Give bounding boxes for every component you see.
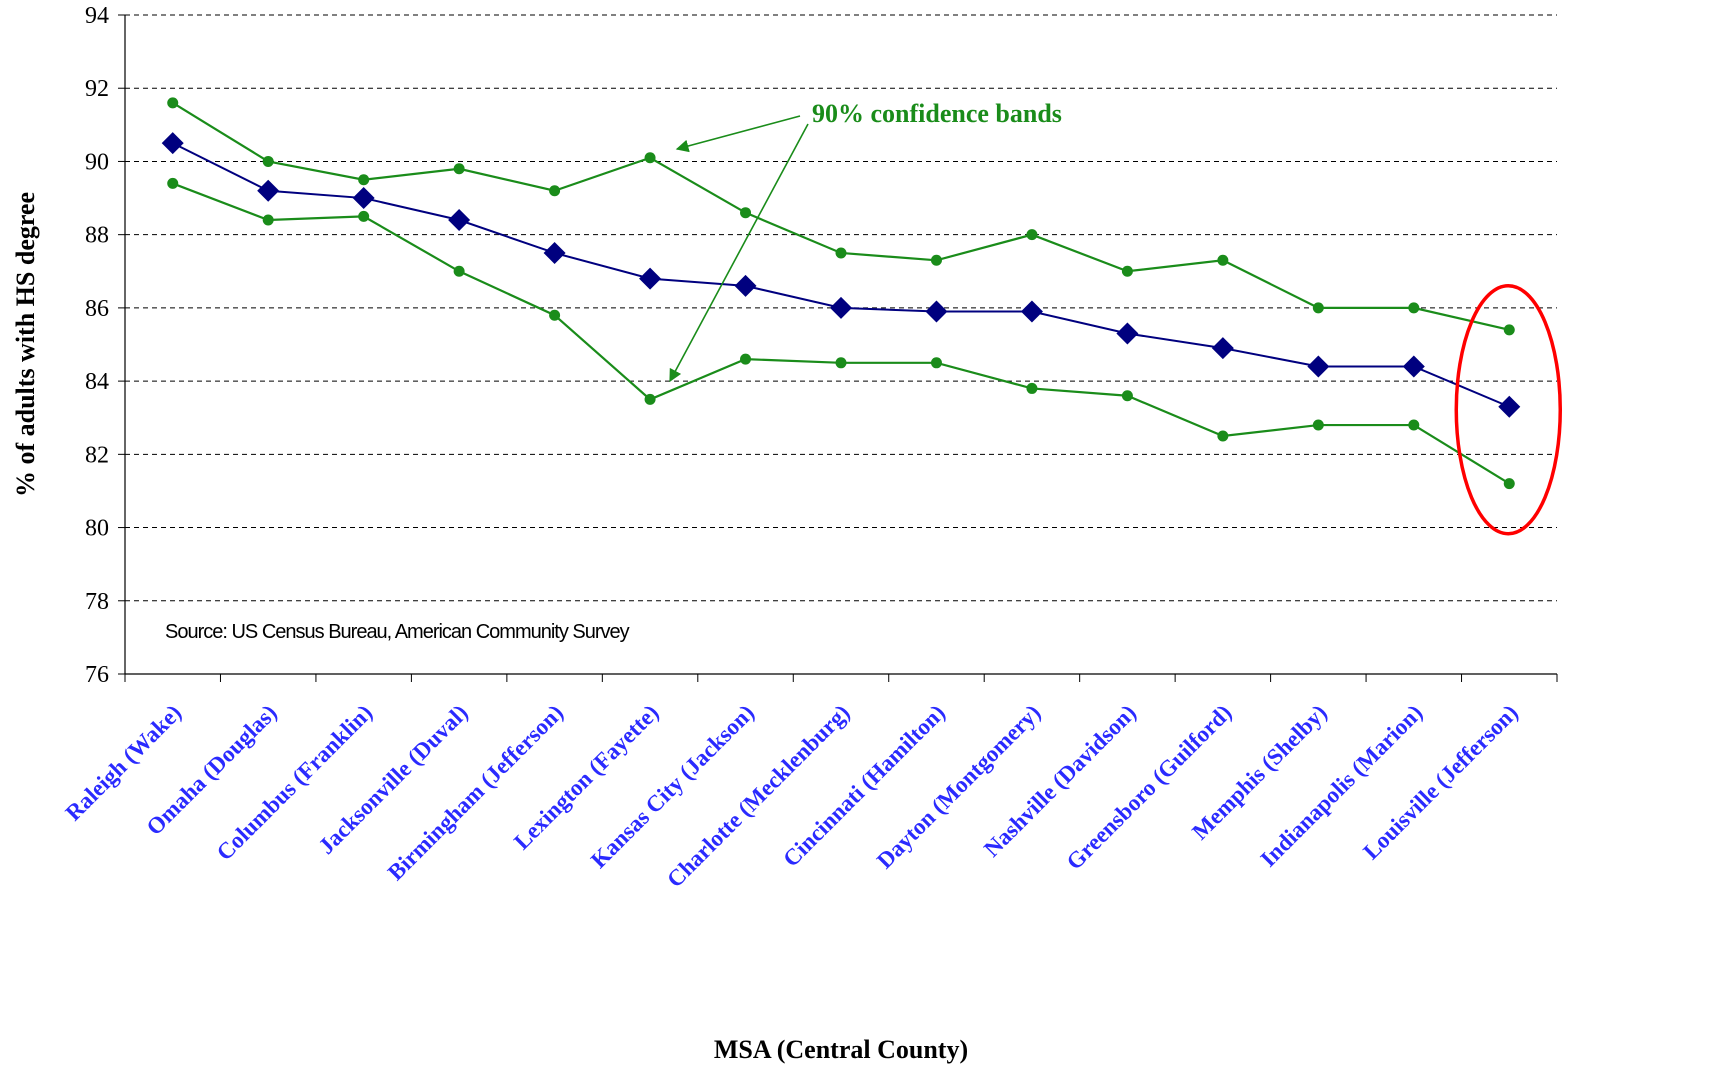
data-point-estimate [734,274,757,297]
x-tick-label: Indianapolis (Marion) [1256,700,1428,872]
annotation-arrow-lower [669,123,809,383]
data-point-estimate [257,179,280,202]
data-point-lower [1312,419,1324,431]
data-point-estimate [352,187,375,210]
data-point-estimate [1498,395,1521,418]
data-point-estimate [1116,322,1139,345]
data-point-upper [1408,302,1420,314]
x-tick-label: Columbus (Franklin) [212,700,377,865]
data-point-upper [262,155,274,167]
data-point-lower [453,265,465,277]
data-point-lower [1217,430,1229,442]
x-tick-label: Louisville (Jefferson) [1358,700,1522,864]
data-point-estimate [543,241,566,264]
data-point-lower [1503,478,1515,490]
data-point-lower [644,393,656,405]
annotation-arrow-upper [675,115,801,153]
data-point-estimate [1402,355,1425,378]
y-tick-label: 88 [85,223,109,249]
data-point-estimate [1211,337,1234,360]
series-group [161,97,1521,490]
data-point-estimate [639,267,662,290]
y-tick-label: 78 [85,589,109,615]
data-point-lower [930,357,942,369]
data-point-lower [358,210,370,222]
data-point-upper [453,163,465,175]
data-point-lower [167,177,179,189]
data-point-upper [1312,302,1324,314]
data-point-estimate [925,300,948,323]
y-tick-label: 86 [85,296,109,322]
x-tick-label: Cincinnati (Hamilton) [778,700,950,872]
data-point-estimate [161,132,184,155]
y-tick-label: 76 [85,662,109,688]
y-tick-label: 84 [85,369,109,395]
data-point-upper [740,207,752,219]
source-note: Source: US Census Bureau, American Commu… [165,621,630,643]
data-point-upper [1217,254,1229,266]
highlight-ellipse [1454,283,1563,536]
data-point-upper [1503,324,1515,336]
y-tick-label: 82 [85,442,109,468]
y-tick-label: 80 [85,516,109,542]
data-point-lower [262,214,274,226]
x-tick-label: Kansas City (Jackson) [586,700,759,873]
y-axis-title: % of adults with HS degree [11,192,40,497]
series-line-lower [172,182,1510,485]
data-point-lower [1121,390,1133,402]
y-tick-labels: 76 78 80 82 84 86 88 90 92 94 [85,3,109,688]
x-tick-labels: Raleigh (Wake)Omaha (Douglas)Columbus (F… [61,700,1523,892]
x-tick-label: Charlotte (Mecklenburg) [662,700,854,892]
y-tick-label: 94 [85,3,109,29]
data-point-upper [644,152,656,164]
data-point-estimate [830,296,852,319]
data-point-upper [1026,229,1038,241]
data-point-upper [549,185,561,197]
data-point-lower [1026,382,1038,394]
y-tick-label: 90 [85,149,109,175]
data-point-lower [835,357,847,369]
x-tick-label: Birmingham (Jefferson) [383,700,568,885]
data-point-lower [549,309,561,321]
data-point-upper [358,174,370,186]
data-point-upper [835,247,847,259]
axes [118,14,1558,682]
x-axis-title: MSA (Central County) [714,1035,968,1064]
y-tick-label: 92 [85,76,109,102]
data-point-lower [1408,419,1420,431]
data-point-estimate [448,209,471,232]
data-point-estimate [1020,300,1043,323]
annotations [669,115,1563,536]
data-point-estimate [1307,355,1330,378]
data-point-upper [167,97,179,109]
data-point-upper [1121,265,1133,277]
data-point-upper [930,254,942,266]
data-point-lower [740,353,752,365]
x-tick-label: Dayton (Montgomery) [872,700,1046,874]
confidence-bands-annotation: 90% confidence bands [812,99,1062,128]
series-line-upper [172,101,1510,331]
x-tick-label: Greensboro (Guilford) [1062,700,1237,875]
